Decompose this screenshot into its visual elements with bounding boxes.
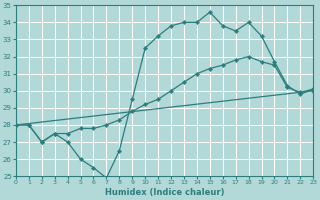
X-axis label: Humidex (Indice chaleur): Humidex (Indice chaleur) (105, 188, 224, 197)
